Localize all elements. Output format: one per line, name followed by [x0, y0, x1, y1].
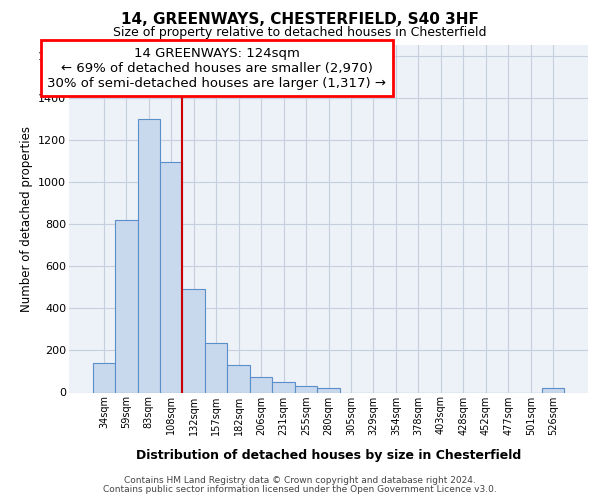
Bar — [182, 290, 205, 393]
Bar — [250, 376, 272, 392]
X-axis label: Distribution of detached houses by size in Chesterfield: Distribution of detached houses by size … — [136, 448, 521, 462]
Bar — [317, 388, 340, 392]
Bar — [205, 343, 227, 392]
Bar — [272, 382, 295, 392]
Bar — [542, 388, 565, 392]
Bar — [115, 220, 137, 392]
Text: Contains HM Land Registry data © Crown copyright and database right 2024.: Contains HM Land Registry data © Crown c… — [124, 476, 476, 485]
Bar — [160, 162, 182, 392]
Bar — [227, 365, 250, 392]
Bar — [137, 118, 160, 392]
Bar — [92, 363, 115, 392]
Bar — [295, 386, 317, 392]
Text: Contains public sector information licensed under the Open Government Licence v3: Contains public sector information licen… — [103, 485, 497, 494]
Text: Size of property relative to detached houses in Chesterfield: Size of property relative to detached ho… — [113, 26, 487, 39]
Text: 14 GREENWAYS: 124sqm
← 69% of detached houses are smaller (2,970)
30% of semi-de: 14 GREENWAYS: 124sqm ← 69% of detached h… — [47, 46, 386, 90]
Y-axis label: Number of detached properties: Number of detached properties — [20, 126, 32, 312]
Text: 14, GREENWAYS, CHESTERFIELD, S40 3HF: 14, GREENWAYS, CHESTERFIELD, S40 3HF — [121, 12, 479, 28]
